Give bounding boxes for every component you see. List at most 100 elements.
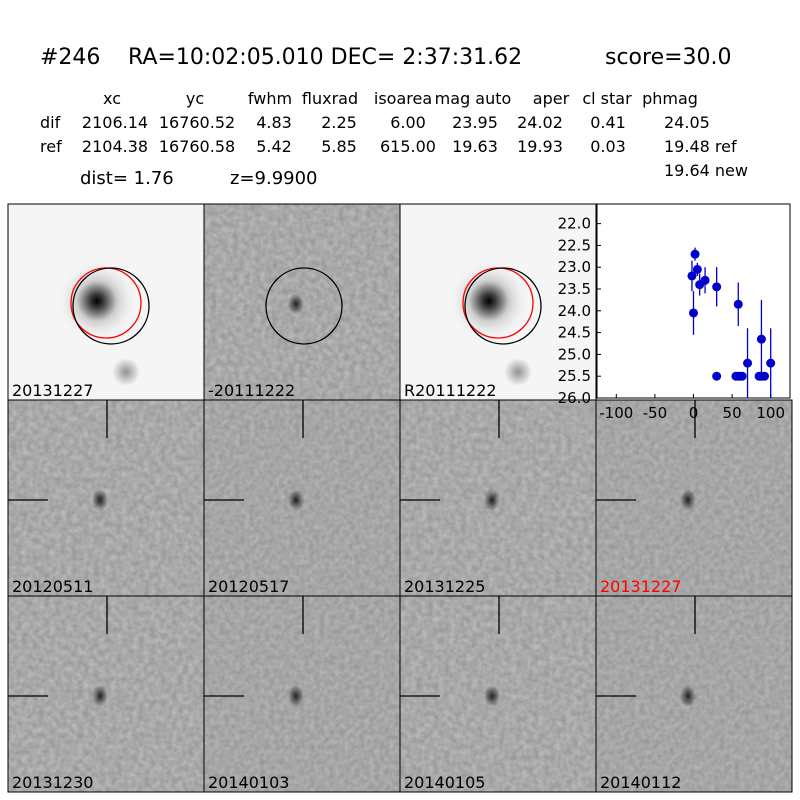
redshift: z=9.9900 — [230, 168, 318, 189]
y-tick-label: 25.5 — [558, 367, 591, 385]
cell: 5.85 — [321, 137, 357, 156]
cell: 0.03 — [590, 137, 626, 156]
x-tick-label: -100 — [599, 404, 633, 422]
source — [680, 489, 696, 511]
cell: 16760.58 — [159, 137, 235, 156]
cell: 2104.38 — [82, 137, 148, 156]
x-tick-label: 0 — [689, 404, 699, 422]
cell: 4.83 — [256, 113, 292, 132]
row-label: ref — [40, 137, 62, 156]
cell: 24.02 — [517, 113, 563, 132]
x-tick-label: 100 — [756, 404, 785, 422]
data-point — [690, 249, 700, 259]
data-point — [689, 308, 698, 318]
cell: 16760.52 — [159, 113, 235, 132]
y-tick-label: 22.0 — [558, 215, 591, 233]
panel-label: 20131230 — [12, 773, 93, 792]
cell: 615.00 — [380, 137, 436, 156]
phmag-new: 19.64 new — [664, 161, 748, 180]
galaxy — [112, 358, 140, 386]
cell: 19.93 — [517, 137, 563, 156]
new-circle — [265, 267, 343, 345]
image-panel: -20111222 — [203, 203, 401, 401]
image-panel: 20131227 — [595, 399, 793, 597]
panel-label: 20140103 — [208, 773, 289, 792]
data-point — [760, 371, 770, 381]
score: score=30.0 — [605, 45, 732, 70]
panel-label: 20131225 — [404, 577, 485, 596]
cell: 19.63 — [452, 137, 498, 156]
cell: 23.95 — [452, 113, 498, 132]
column-header: fluxrad — [302, 89, 358, 108]
y-tick-label: 24.0 — [558, 302, 591, 320]
row-label: dif — [40, 113, 61, 132]
cell: 19.48 ref — [664, 137, 737, 156]
column-header: isoarea — [374, 89, 432, 108]
new-circle — [72, 267, 150, 345]
galaxy — [449, 261, 529, 341]
image-panel: 20140105 — [399, 595, 597, 793]
y-tick-label: 23.5 — [558, 280, 591, 298]
dist: dist= 1.76 — [80, 168, 174, 189]
image-panel: 20120517 — [203, 399, 401, 597]
panel-label: R20111222 — [404, 381, 497, 400]
x-tick-label: 50 — [723, 404, 742, 422]
source — [288, 489, 304, 511]
column-header: cl star — [582, 89, 632, 108]
data-point — [756, 334, 766, 344]
data-point — [766, 358, 776, 368]
source — [680, 685, 696, 707]
panel-label: 20131227 — [12, 381, 93, 400]
data-point — [743, 358, 753, 368]
image-panel: 20131225 — [399, 399, 597, 597]
image-panel: R20111222 — [399, 203, 597, 401]
source — [288, 293, 304, 315]
y-tick-label: 23.0 — [558, 258, 591, 276]
column-header: aper — [533, 89, 570, 108]
data-point — [733, 299, 743, 309]
cell: 2106.14 — [82, 113, 148, 132]
data-point — [712, 282, 722, 292]
image-panel: 20140112 — [595, 595, 793, 793]
panel-border — [595, 595, 793, 793]
cell: 24.05 — [664, 113, 710, 132]
cell: 6.00 — [390, 113, 426, 132]
panel-label: 20140112 — [600, 773, 681, 792]
column-header: yc — [186, 89, 204, 108]
image-panel: 20120511 — [7, 399, 205, 597]
galaxy — [504, 358, 532, 386]
source — [484, 685, 500, 707]
candidate-id: #246 — [40, 45, 100, 70]
panel-label: 20140105 — [404, 773, 485, 792]
column-header: fwhm — [248, 89, 292, 108]
panel-label: 20120511 — [12, 577, 93, 596]
panel-label: -20111222 — [208, 381, 295, 400]
data-point — [737, 371, 747, 381]
y-tick-label: 22.5 — [558, 236, 591, 254]
data-point — [712, 371, 722, 381]
y-tick-label: 24.5 — [558, 324, 591, 342]
y-tick-label: 25.0 — [558, 345, 591, 363]
coordinates: RA=10:02:05.010 DEC= 2:37:31.62 — [128, 45, 522, 70]
cell: 5.42 — [256, 137, 292, 156]
image-panel: 20131230 — [7, 595, 205, 793]
x-tick-label: -50 — [643, 404, 668, 422]
galaxy — [57, 261, 137, 341]
image-panel: 20140103 — [203, 595, 401, 793]
source — [92, 685, 108, 707]
panel-label: 20120517 — [208, 577, 289, 596]
column-header: mag auto — [435, 89, 512, 108]
source — [484, 489, 500, 511]
column-header: xc — [103, 89, 121, 108]
column-header: phmag — [642, 89, 698, 108]
cell: 2.25 — [321, 113, 357, 132]
source — [288, 685, 304, 707]
image-panel: 20131227 — [7, 203, 205, 401]
source — [92, 489, 108, 511]
y-tick-label: 26.0 — [558, 389, 591, 407]
data-point — [700, 275, 710, 285]
data-point — [692, 264, 702, 274]
new-circle — [464, 267, 542, 345]
panel-label: 20131227 — [600, 577, 681, 596]
